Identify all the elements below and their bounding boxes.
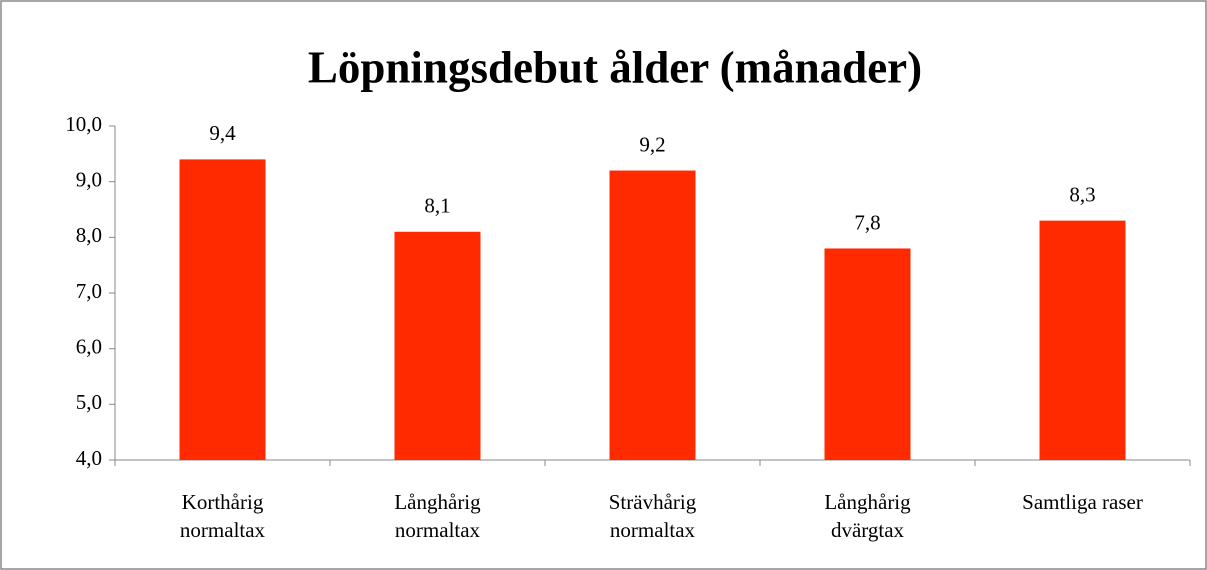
data-label: 9,2 bbox=[639, 132, 665, 156]
y-tick-label: 9,0 bbox=[76, 167, 102, 191]
y-tick-label: 7,0 bbox=[76, 279, 102, 303]
bar bbox=[824, 248, 911, 460]
bar bbox=[609, 170, 696, 461]
x-tick-label: Strävhårig normaltax bbox=[608, 490, 697, 542]
x-tick-label: Långhårig normaltax bbox=[394, 490, 481, 542]
data-label: 8,1 bbox=[424, 194, 450, 218]
y-tick-label: 10,0 bbox=[65, 112, 102, 136]
y-tick-label: 5,0 bbox=[76, 390, 102, 414]
data-label: 8,3 bbox=[1069, 182, 1095, 206]
y-tick-label: 6,0 bbox=[76, 334, 102, 358]
x-tick-label: Långhårig dvärgtax bbox=[824, 490, 911, 542]
bar bbox=[1039, 220, 1126, 460]
x-tick-label: Korthårig normaltax bbox=[179, 490, 266, 542]
chart-title: Löpningsdebut ålder (månader) bbox=[308, 42, 922, 92]
y-tick-label: 8,0 bbox=[76, 223, 102, 247]
bar bbox=[394, 231, 481, 460]
data-label: 7,8 bbox=[854, 210, 880, 234]
bar bbox=[179, 159, 266, 460]
x-tick-label: Samtliga raser bbox=[1022, 490, 1143, 514]
y-tick-label: 4,0 bbox=[76, 446, 102, 470]
data-label: 9,4 bbox=[209, 121, 236, 145]
